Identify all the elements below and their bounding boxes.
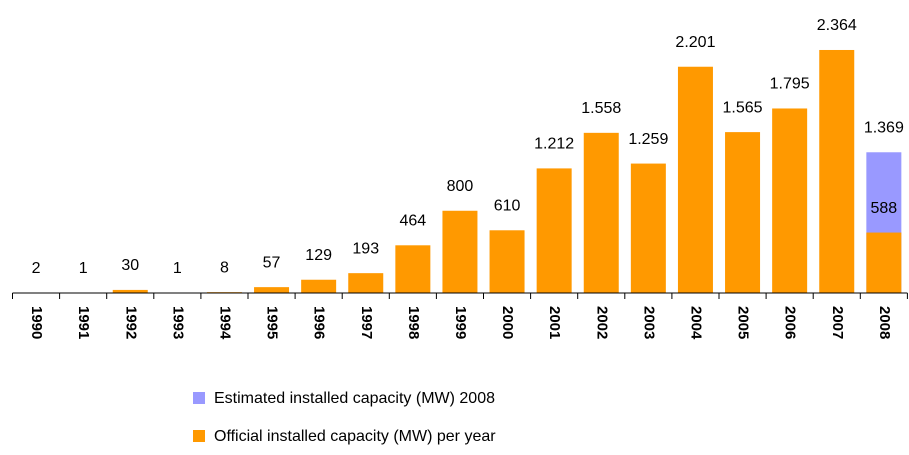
data-label: 57 (263, 254, 281, 271)
x-tick-label: 2008 (876, 306, 893, 339)
bar (677, 66, 713, 293)
data-label: 1.212 (534, 136, 574, 153)
data-label: 129 (305, 247, 332, 264)
bar (819, 49, 855, 293)
x-tick-label: 2007 (829, 306, 846, 339)
bar (489, 230, 525, 293)
data-label: 1.558 (581, 100, 621, 117)
x-tick-label: 1999 (452, 306, 469, 339)
x-tick-label: 1998 (405, 306, 422, 339)
x-tick-label: 1995 (264, 306, 281, 339)
x-tick-label: 2001 (546, 306, 563, 339)
x-tick-label: 2000 (499, 306, 516, 339)
data-label: 193 (352, 240, 379, 257)
bar (725, 132, 761, 293)
data-label: 1.565 (723, 99, 763, 116)
x-tick-label: 2005 (735, 306, 752, 339)
bar (630, 163, 666, 293)
x-tick-label: 2004 (687, 306, 704, 340)
data-label: 1 (173, 260, 182, 277)
bar (866, 232, 902, 293)
bar (395, 245, 431, 293)
bar (112, 289, 148, 293)
x-tick-label: 2003 (640, 306, 657, 339)
bar (536, 168, 572, 293)
data-label: 2 (32, 260, 41, 277)
x-tick-label: 1991 (75, 306, 92, 339)
data-label: 588 (870, 200, 897, 217)
bar (254, 287, 290, 293)
data-label: 1.259 (628, 131, 668, 148)
legend-swatch (193, 392, 205, 404)
data-label: 1.795 (770, 76, 810, 93)
bar (442, 210, 478, 293)
x-tick-label: 1996 (311, 306, 328, 339)
x-tick-label: 2002 (593, 306, 610, 339)
data-label: 2.201 (675, 34, 715, 51)
x-tick-label: 1992 (122, 306, 139, 339)
x-tick-label: 1993 (169, 306, 186, 339)
data-label: 30 (121, 257, 139, 274)
data-label: 800 (447, 178, 474, 195)
data-label: 610 (494, 198, 521, 215)
legend-label: Official installed capacity (MW) per yea… (214, 428, 496, 445)
data-label: 464 (399, 213, 426, 230)
bar (583, 132, 619, 293)
bar (772, 108, 808, 293)
data-label: 8 (220, 259, 229, 276)
x-tick-label: 1994 (216, 306, 233, 340)
data-label: 2.364 (817, 17, 857, 34)
x-tick-label: 1990 (28, 306, 45, 339)
bar (348, 273, 384, 293)
data-label: 1 (79, 260, 88, 277)
legend-swatch (193, 430, 205, 442)
x-tick-label: 2006 (782, 306, 799, 339)
bar (301, 279, 337, 293)
x-tick-label: 1997 (358, 306, 375, 339)
legend-label: Estimated installed capacity (MW) 2008 (214, 390, 495, 407)
data-label: 1.369 (864, 119, 904, 136)
